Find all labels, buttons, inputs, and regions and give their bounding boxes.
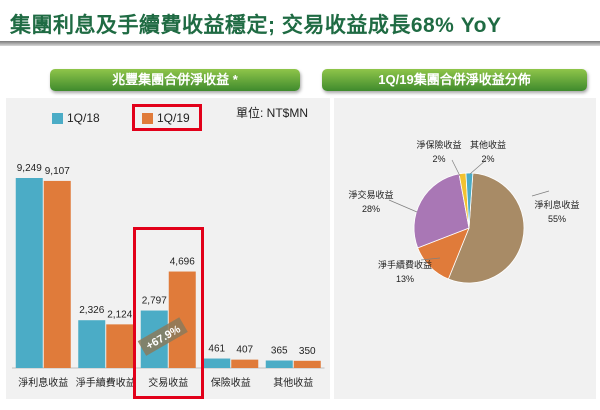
category-label-3: 保險收益 <box>211 376 251 389</box>
legend-item-1q19: 1Q/19 <box>142 111 190 125</box>
growth-arrow-icon <box>137 317 188 356</box>
category-label-1: 淨手續費收益 <box>76 376 136 389</box>
pie-leader-line-2 <box>388 199 418 213</box>
pie-label-1: 淨手續費收益 <box>378 259 432 270</box>
data-label-1q18-0: 9,249 <box>17 163 42 174</box>
pie-leader-line-3 <box>451 159 461 177</box>
legend-label-1q19: 1Q/19 <box>157 111 190 125</box>
pie-label-2: 淨交易收益 <box>348 189 393 200</box>
pie-percent-2: 28% <box>362 204 380 214</box>
data-label-1q19-2: 4,696 <box>170 257 195 268</box>
pie-slice-2 <box>413 173 470 249</box>
pie-label-4: 其他收益 <box>470 139 506 150</box>
bar-1q18-3 <box>203 358 231 368</box>
category-label-0: 淨利息收益 <box>18 376 68 389</box>
data-label-1q19-3: 407 <box>236 345 253 356</box>
bar-1q19-3 <box>231 359 259 368</box>
pie-leader-line-4 <box>469 159 487 175</box>
category-label-4: 其他收益 <box>273 376 313 389</box>
data-label-1q19-1: 2,124 <box>107 309 132 320</box>
unit-label: 單位: NT$MN <box>236 106 309 120</box>
pie-percent-1: 13% <box>396 274 414 284</box>
title-divider <box>0 41 600 46</box>
data-label-1q19-0: 9,107 <box>45 166 70 177</box>
pie-chart-banner: 1Q/19集團合併淨收益分佈 <box>322 69 587 91</box>
pie-percent-0: 55% <box>548 214 566 224</box>
bar-1q18-1 <box>78 320 106 368</box>
legend-swatch-1q18 <box>52 112 63 124</box>
bar-1q19-2 <box>168 271 196 368</box>
data-label-1q18-1: 2,326 <box>79 305 104 316</box>
data-label-1q18-3: 461 <box>208 344 225 355</box>
bar-chart-banner: 兆豐集團合併淨收益 * <box>50 69 300 91</box>
pie-percent-3: 2% <box>432 154 445 164</box>
bar-1q19-1 <box>106 324 134 368</box>
pie-slice-0 <box>447 172 525 284</box>
data-label-1q18-4: 365 <box>271 346 288 357</box>
slide-title: 集團利息及手續費收益穩定; 交易收益成長68% YoY <box>10 14 502 37</box>
category-label-2: 交易收益 <box>148 376 188 389</box>
pie-leader-line-1 <box>420 257 441 261</box>
pie-label-0: 淨利息收益 <box>534 199 579 210</box>
legend-highlight-box <box>132 104 202 131</box>
data-label-1q19-4: 350 <box>299 346 316 357</box>
legend-swatch-1q19 <box>142 112 153 124</box>
pie-percent-4: 2% <box>481 154 494 164</box>
bar-1q18-0 <box>15 178 43 368</box>
bar-1q18-4 <box>265 360 293 368</box>
pie-slice-4 <box>465 172 474 229</box>
pie-leader-line-0 <box>531 190 550 197</box>
data-label-1q18-2: 2,797 <box>142 296 167 307</box>
pie-label-3: 淨保險收益 <box>416 139 461 150</box>
trading-income-highlight-box <box>133 227 204 399</box>
legend-label-1q18: 1Q/18 <box>67 111 100 125</box>
legend-item-1q18: 1Q/18 <box>52 111 100 125</box>
bar-1q19-0 <box>43 180 71 368</box>
bar-1q19-4 <box>293 360 321 368</box>
